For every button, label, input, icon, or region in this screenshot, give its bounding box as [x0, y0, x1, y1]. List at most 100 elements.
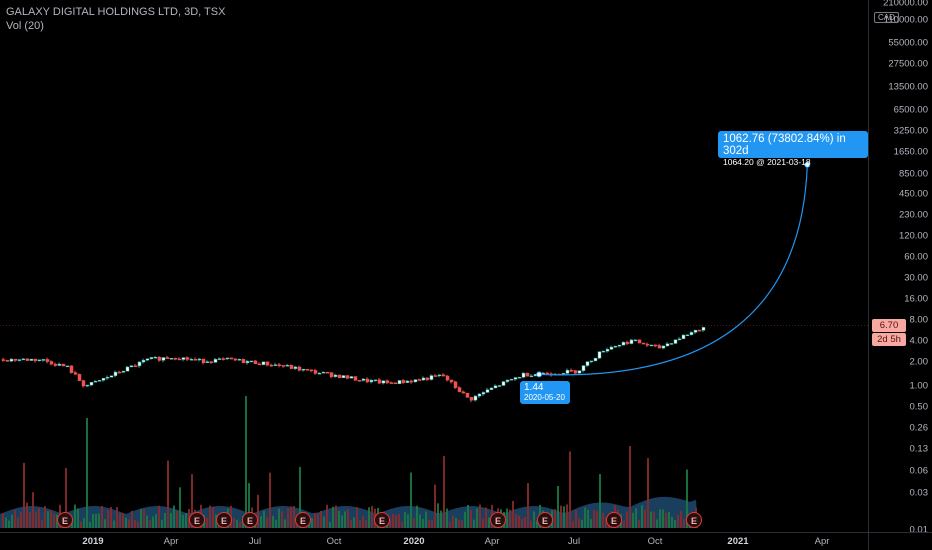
candle-body	[213, 359, 218, 363]
volume-bar	[470, 510, 472, 528]
volume-bar	[134, 520, 136, 528]
volume-bar	[167, 460, 169, 528]
volume-bar	[599, 474, 601, 528]
earnings-icon[interactable]: E	[490, 512, 506, 528]
volume-bar	[581, 519, 583, 528]
earnings-icon[interactable]: E	[189, 512, 205, 528]
candle-body	[441, 374, 446, 377]
candle-body	[669, 343, 674, 345]
volume-bar	[485, 507, 487, 528]
earnings-icon[interactable]: E	[242, 512, 258, 528]
candle-body	[469, 397, 474, 401]
volume-bar	[578, 518, 580, 528]
volume-bar	[209, 505, 211, 528]
price-tick-label: 110000.00	[883, 14, 928, 26]
candle-body	[261, 361, 266, 365]
volume-bar	[644, 509, 646, 528]
volume-legend[interactable]: Vol (20)	[6, 20, 44, 32]
time-tick-label: 2020	[403, 536, 425, 547]
candle-body	[209, 361, 214, 363]
volume-bar	[371, 505, 373, 528]
volume-bar	[368, 507, 370, 528]
volume-bar	[464, 511, 466, 528]
candle-body	[525, 372, 530, 377]
symbol-title[interactable]: GALAXY DIGITAL HOLDINGS LTD, 3D, TSX	[6, 6, 226, 18]
candle-body	[501, 381, 506, 386]
candle-body	[289, 365, 294, 369]
projection-end-point	[804, 161, 811, 168]
earnings-icon[interactable]: E	[686, 512, 702, 528]
candle-body	[233, 358, 238, 361]
earnings-icon[interactable]: E	[606, 512, 622, 528]
earnings-icon[interactable]: E	[537, 512, 553, 528]
volume-bar	[128, 519, 130, 528]
earnings-icon[interactable]: E	[57, 512, 73, 528]
volume-bar	[347, 509, 349, 528]
candle-body	[425, 377, 430, 380]
earnings-icon[interactable]: E	[216, 512, 232, 528]
volume-bar	[50, 510, 52, 528]
volume-bar	[83, 518, 85, 528]
volume-bar	[8, 520, 10, 528]
time-axis[interactable]: 2019 Apr Jul Oct 2020 Apr Jul Oct 2021 Apr	[0, 532, 868, 550]
volume-bar	[413, 517, 415, 528]
volume-bar	[428, 520, 430, 528]
projection-start-date: 2020-05-20	[524, 393, 565, 402]
projection-summary-box[interactable]: 1062.76 (73802.84%) in 302d 1064.20 @ 20…	[718, 131, 868, 167]
projection-start-point	[536, 371, 543, 378]
candle-body	[701, 327, 706, 331]
candle-body	[493, 385, 498, 389]
price-axis[interactable]: 210000.00 110000.00 55000.00 27500.00 13500.…	[868, 0, 932, 536]
candle-body	[5, 360, 10, 362]
currency-label[interactable]: CAD	[874, 12, 899, 23]
volume-bar	[281, 511, 283, 528]
volume-bar	[350, 519, 352, 528]
candle-body	[629, 339, 634, 344]
candle-body	[481, 392, 486, 395]
volume-bar	[635, 508, 637, 528]
volume-bar	[443, 456, 445, 528]
earnings-icon[interactable]: E	[295, 512, 311, 528]
price-tick-label: 6500.00	[893, 104, 928, 116]
chart-pane[interactable]: GALAXY DIGITAL HOLDINGS LTD, 3D, TSX Vol…	[0, 0, 868, 532]
volume-bar	[449, 521, 451, 528]
candle-body	[173, 358, 178, 360]
candle-body	[41, 359, 46, 361]
candle-body	[545, 372, 550, 375]
volume-bar	[515, 514, 517, 528]
candle-body	[341, 375, 346, 379]
candle-body	[621, 341, 626, 346]
candle-body	[145, 358, 150, 361]
candle-body	[593, 357, 598, 362]
candle-body	[85, 384, 90, 387]
volume-bar	[521, 519, 523, 528]
volume-bar	[404, 512, 406, 528]
volume-bar	[206, 517, 208, 528]
volume-bar	[38, 508, 40, 528]
candle-body	[521, 372, 526, 378]
candle-body	[109, 375, 114, 378]
price-chart[interactable]	[0, 0, 868, 532]
time-tick-label: Oct	[647, 536, 663, 547]
candle-body	[513, 377, 518, 380]
price-tick-label: 0.03	[909, 487, 929, 499]
projection-start-box[interactable]: 1.44 2020-05-20	[520, 381, 570, 404]
candle-body	[417, 379, 422, 381]
volume-bar	[686, 469, 688, 528]
volume-bar	[320, 510, 322, 528]
candle-body	[345, 375, 350, 379]
volume-bar	[11, 514, 13, 528]
volume-bar	[650, 511, 652, 528]
time-tick-label: Jul	[567, 536, 581, 547]
volume-bar	[569, 451, 571, 528]
candle-body	[65, 365, 70, 368]
candle-body	[161, 357, 166, 361]
projection-start-price: 1.44	[524, 382, 544, 393]
candle-body	[265, 361, 270, 366]
volume-bar	[86, 418, 88, 528]
volume-bar	[488, 517, 490, 528]
candle-body	[637, 339, 642, 344]
axis-corner[interactable]	[868, 532, 932, 550]
candle-body	[257, 363, 262, 366]
earnings-icon[interactable]: E	[374, 512, 390, 528]
